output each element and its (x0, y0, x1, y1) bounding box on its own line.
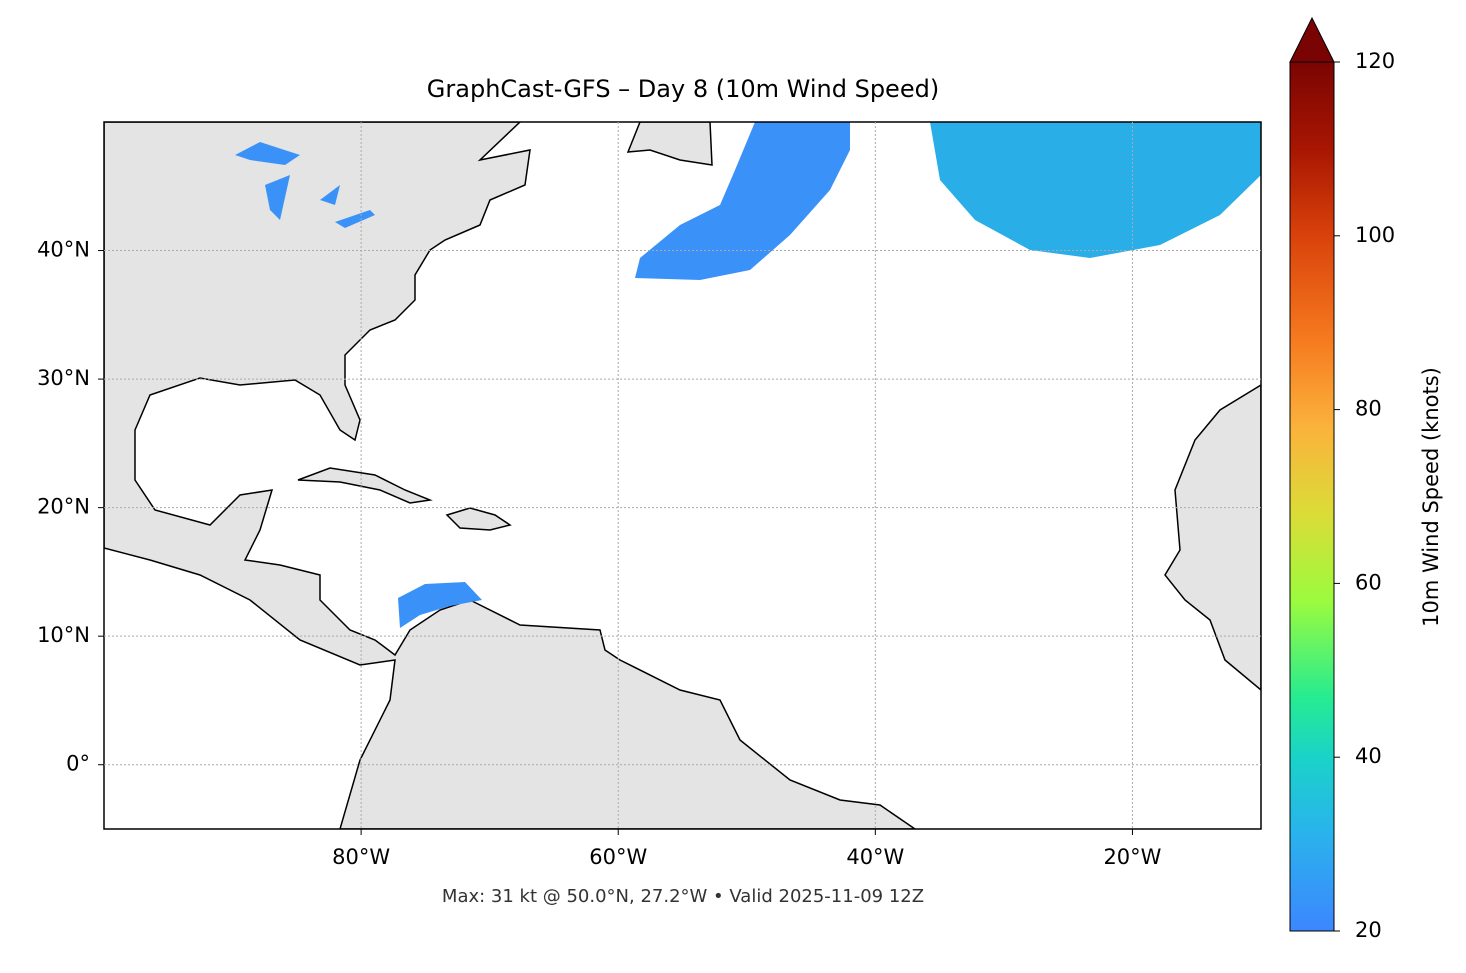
colorbar-tick-label: 100 (1355, 223, 1395, 247)
colorbar-tick-label: 20 (1355, 918, 1382, 942)
plot-frame (103, 121, 1262, 830)
chart-title: GraphCast-GFS – Day 8 (10m Wind Speed) (427, 75, 939, 103)
x-tick-label: 80°W (332, 845, 390, 869)
colorbar-label: 10m Wind Speed (knots) (1419, 367, 1443, 627)
colorbar (1290, 62, 1334, 931)
colorbar-tick-label: 60 (1355, 570, 1382, 594)
colorbar-tick-label: 80 (1355, 397, 1382, 421)
newfoundland (626, 122, 713, 166)
colorbar-frame (1289, 61, 1335, 932)
americas (104, 122, 917, 829)
x-tick-label: 60°W (589, 845, 647, 869)
y-tick-label: 0° (66, 752, 90, 776)
y-tick-label: 10°N (37, 623, 90, 647)
y-tick-label: 30°N (37, 366, 90, 390)
colorbar-tick-label: 40 (1355, 744, 1382, 768)
colorbar-tick-label: 120 (1355, 49, 1395, 73)
map (104, 122, 1261, 829)
hispaniola (445, 507, 512, 531)
cuba (297, 467, 433, 504)
x-tick-label: 40°W (846, 845, 904, 869)
footnote: Max: 31 kt @ 50.0°N, 27.2°W • Valid 2025… (442, 886, 924, 907)
y-tick-label: 20°N (37, 495, 90, 519)
colorbar-extend (1289, 16, 1335, 63)
wind-area (930, 122, 1261, 258)
wind-area (635, 122, 850, 280)
x-tick-label: 20°W (1103, 845, 1161, 869)
y-tick-label: 40°N (37, 238, 90, 262)
africa (1164, 384, 1261, 691)
wind-area (235, 142, 375, 228)
wind-area (398, 582, 482, 628)
